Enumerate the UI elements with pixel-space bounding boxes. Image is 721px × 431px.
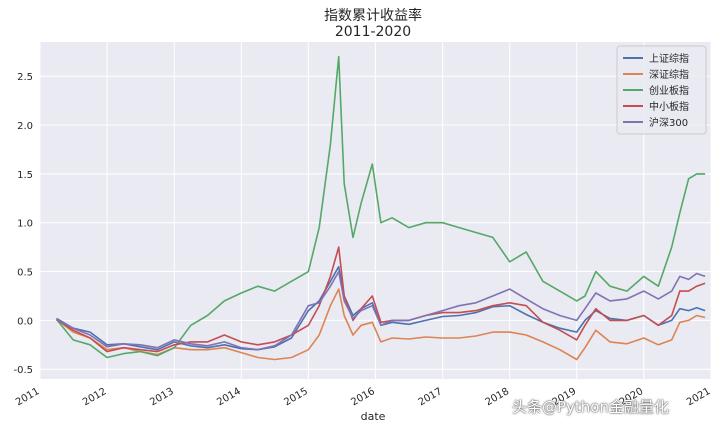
chart-title: 指数累计收益率	[324, 7, 422, 24]
x-axis-label: date	[361, 410, 386, 423]
legend-label: 上证综指	[649, 52, 689, 65]
series-line	[56, 270, 706, 351]
y-tick-label: 2.5	[17, 72, 33, 83]
y-tick-label: 0.0	[17, 316, 33, 327]
series-line	[56, 288, 706, 361]
series-line	[55, 55, 706, 359]
legend-label: 中小板指	[649, 100, 689, 113]
y-tick-label: 0.5	[17, 268, 33, 279]
watermark: 头条@Python金融量化	[512, 398, 669, 416]
chart-subtitle: 2011-2020	[335, 24, 411, 40]
legend-box	[616, 45, 707, 135]
legend-label: 沪深300	[649, 116, 688, 129]
legend-label: 深证综指	[649, 68, 689, 81]
y-tick-label: 1.0	[17, 219, 33, 230]
legend-label: 创业板指	[649, 84, 689, 97]
y-tick-label: 1.5	[17, 170, 33, 181]
y-tick-labels: -0.5 0.0 0.5 1.0 1.5 2.0 2.5	[13, 72, 33, 376]
grid	[39, 42, 712, 379]
series-layer	[55, 55, 706, 361]
y-tick-label: -0.5	[13, 365, 33, 376]
y-tick-label: 2.0	[17, 121, 33, 132]
